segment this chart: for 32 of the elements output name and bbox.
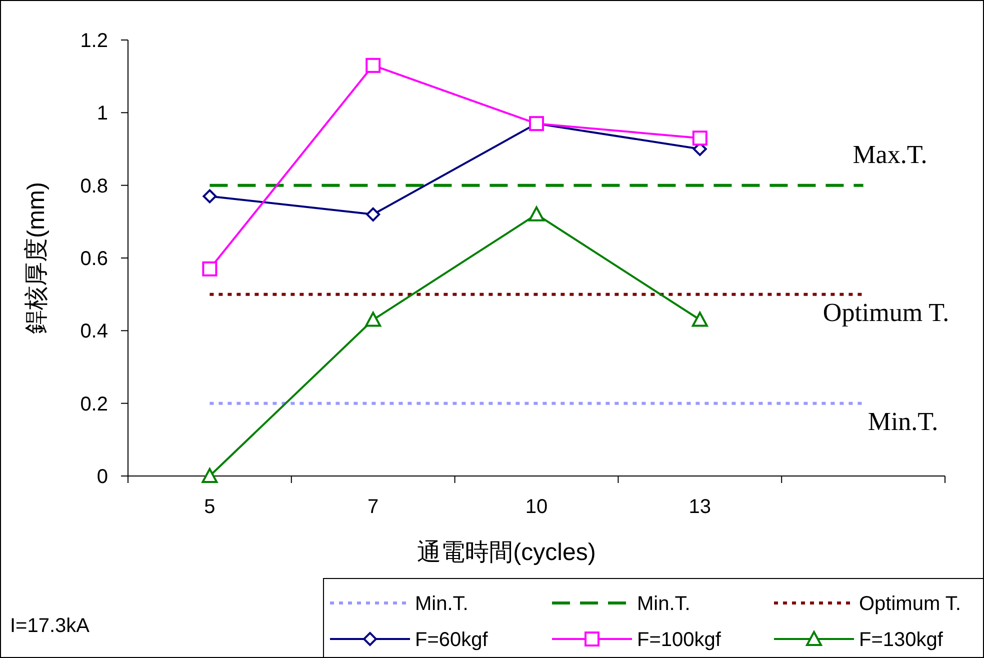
y-tick-label: 1.2 xyxy=(80,30,108,52)
legend-label: Min.T. xyxy=(637,593,690,615)
annotation: Optimum T. xyxy=(822,298,950,327)
y-axis-title: 銲核厚度(mm) xyxy=(23,182,50,334)
point xyxy=(692,130,708,146)
text: I=17.3kA xyxy=(10,615,90,637)
point xyxy=(528,206,544,222)
annotation: Min.T. xyxy=(868,407,938,436)
point xyxy=(692,312,708,327)
point xyxy=(202,468,218,483)
point xyxy=(366,58,381,73)
x-tick-label: 13 xyxy=(688,496,712,518)
y-tick-label: 0 xyxy=(96,466,108,488)
x-tick-label: 7 xyxy=(368,496,379,518)
point xyxy=(202,189,217,204)
legend-label: F=100kgf xyxy=(637,629,722,651)
y-tick-label: 0.8 xyxy=(80,175,108,198)
y-tick-label: 0.4 xyxy=(80,320,108,343)
legend-label: Optimum T. xyxy=(859,593,961,615)
annotation: Max.T. xyxy=(852,140,928,169)
point xyxy=(202,261,218,276)
y-tick-label: 1 xyxy=(96,102,108,125)
x-tick-label: 5 xyxy=(204,496,216,518)
point xyxy=(366,207,380,222)
x-tick-label: 10 xyxy=(525,496,548,518)
legend-label: F=60kgf xyxy=(415,629,488,651)
y-tick-label: 0.6 xyxy=(80,248,108,270)
x-axis-title: 通電時間(cycles) xyxy=(417,539,596,566)
legend-label: F=130kgf xyxy=(859,629,944,651)
point xyxy=(365,312,382,327)
legend-label: Min.T. xyxy=(415,593,468,615)
y-tick-label: 0.2 xyxy=(80,393,108,416)
